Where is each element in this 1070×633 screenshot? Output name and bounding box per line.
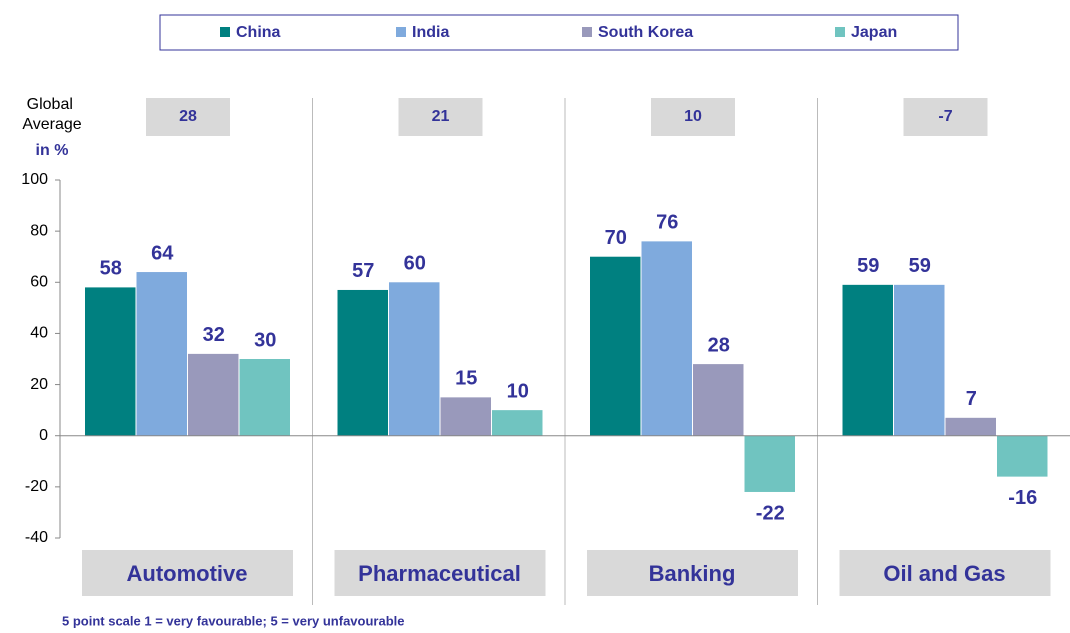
data-label: 30 — [254, 329, 276, 351]
y-tick-label: 20 — [30, 376, 48, 393]
global-average-box — [903, 98, 988, 136]
legend-label: China — [236, 24, 281, 41]
footnote: 5 point scale 1 = very favourable; 5 = v… — [62, 613, 404, 628]
y-tick-label: 100 — [21, 171, 48, 188]
bar — [693, 364, 744, 436]
x-tick-label: Pharmaceutical — [358, 561, 521, 586]
data-label: 7 — [966, 388, 977, 410]
legend-swatch — [835, 27, 845, 37]
data-label: -22 — [756, 502, 785, 524]
bar — [492, 410, 543, 436]
data-label: 64 — [151, 242, 174, 264]
global-average-value: 28 — [179, 108, 197, 125]
global-average-value: 21 — [432, 108, 450, 125]
data-label: 57 — [352, 260, 374, 282]
legend-swatch — [396, 27, 406, 37]
data-label: 28 — [708, 334, 730, 356]
global-average-line-2: Average — [22, 116, 81, 133]
y-tick-label: 40 — [30, 325, 48, 342]
unit-label: in % — [36, 142, 69, 159]
data-label: 59 — [857, 255, 879, 277]
bar — [590, 256, 641, 436]
global-average-value: 10 — [684, 108, 702, 125]
category-box — [334, 550, 546, 596]
global-average-box — [651, 98, 735, 136]
bar — [641, 241, 692, 436]
x-tick-label: Banking — [649, 561, 736, 586]
data-label: 59 — [909, 255, 931, 277]
y-tick-label: 80 — [30, 222, 48, 239]
bar — [945, 417, 996, 436]
global-average-box — [398, 98, 483, 136]
legend-label: South Korea — [598, 24, 693, 41]
legend-label: Japan — [851, 24, 897, 41]
category-box — [587, 550, 798, 596]
y-tick-label: 60 — [30, 274, 48, 291]
global-average-line-1: Global — [27, 96, 73, 113]
data-label: 76 — [656, 212, 678, 234]
bar — [894, 284, 945, 436]
data-label: 70 — [605, 227, 627, 249]
bar — [389, 282, 440, 436]
bar — [85, 287, 136, 436]
bar — [136, 272, 187, 436]
category-box — [82, 550, 293, 596]
legend-swatch — [220, 27, 230, 37]
category-box — [839, 550, 1051, 596]
data-label: 15 — [455, 368, 477, 390]
global-average-box — [146, 98, 230, 136]
global-average-value: -7 — [938, 108, 952, 125]
bar — [744, 435, 795, 492]
bar — [239, 359, 290, 436]
bar — [842, 284, 893, 436]
data-label: 58 — [100, 258, 122, 280]
global-average-label: Global Average — [22, 96, 81, 133]
bar — [188, 353, 239, 436]
bar — [440, 397, 491, 436]
y-tick-label: -40 — [25, 529, 48, 546]
data-label: -16 — [1008, 487, 1037, 509]
x-tick-label: Automotive — [127, 561, 248, 586]
data-label: 60 — [404, 253, 426, 275]
bar — [997, 435, 1048, 477]
y-tick-label: 0 — [39, 427, 48, 444]
legend-box — [159, 14, 959, 51]
data-label: 10 — [507, 380, 529, 402]
x-tick-label: Oil and Gas — [883, 561, 1005, 586]
bar — [337, 289, 388, 436]
legend-label: India — [412, 24, 449, 41]
legend-swatch — [582, 27, 592, 37]
y-tick-label: -20 — [25, 478, 48, 495]
data-label: 32 — [203, 324, 225, 346]
